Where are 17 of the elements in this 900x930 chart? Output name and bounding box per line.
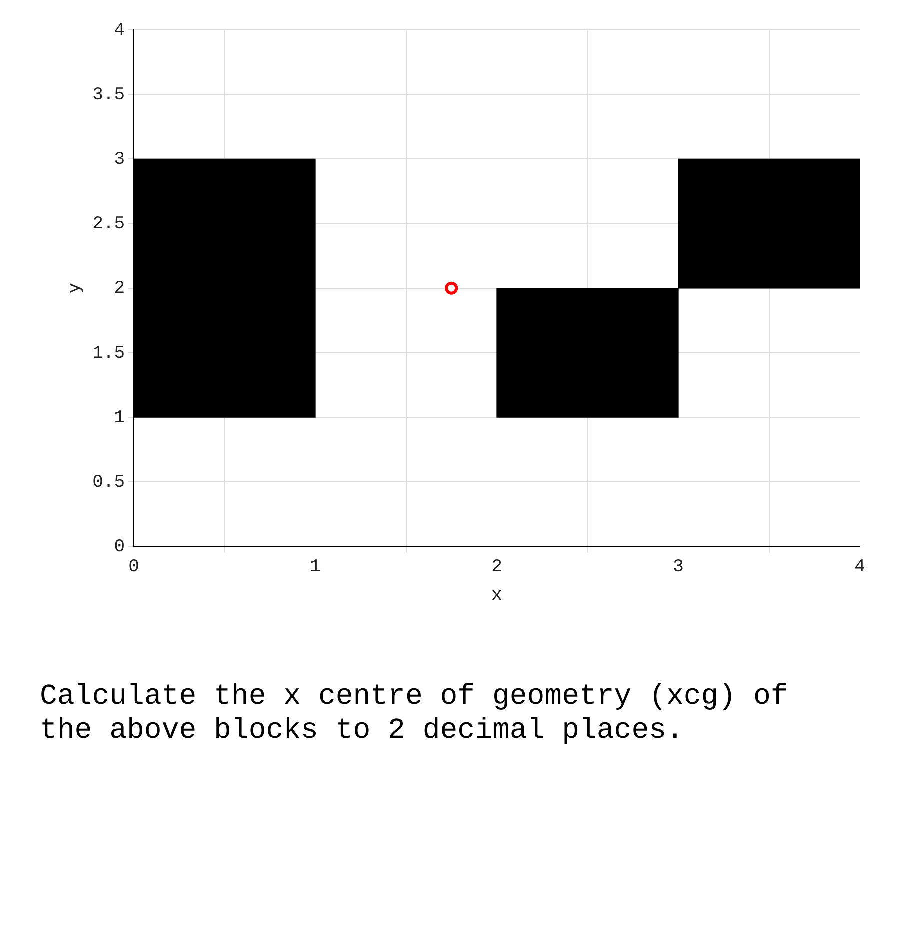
y-tick-label: 0.5 [92, 472, 126, 493]
x-tick-label: 4 [854, 557, 866, 578]
y-tick-label: 2 [114, 279, 126, 300]
x-tick-label: 1 [310, 557, 321, 578]
y-tick-label: 2.5 [92, 214, 126, 235]
x-tick-label: 3 [673, 557, 684, 578]
text: Calculate the x centre of geometry (xcg) of the above blocks to 2 decimal places. [40, 680, 790, 748]
x-axis-title: x [492, 586, 502, 606]
y-tick-label: 3.5 [92, 85, 126, 106]
y-axis-title: y [66, 282, 86, 294]
y-tick-label: 3 [114, 150, 126, 170]
y-tick-label: 0 [114, 538, 126, 558]
x-tick-label: 2 [492, 557, 502, 578]
x-tick-label: 0 [128, 557, 140, 578]
y-tick-label: 4 [114, 20, 126, 41]
y-tick-label: 1.5 [92, 344, 126, 364]
y-tick-label: 1 [114, 408, 126, 428]
